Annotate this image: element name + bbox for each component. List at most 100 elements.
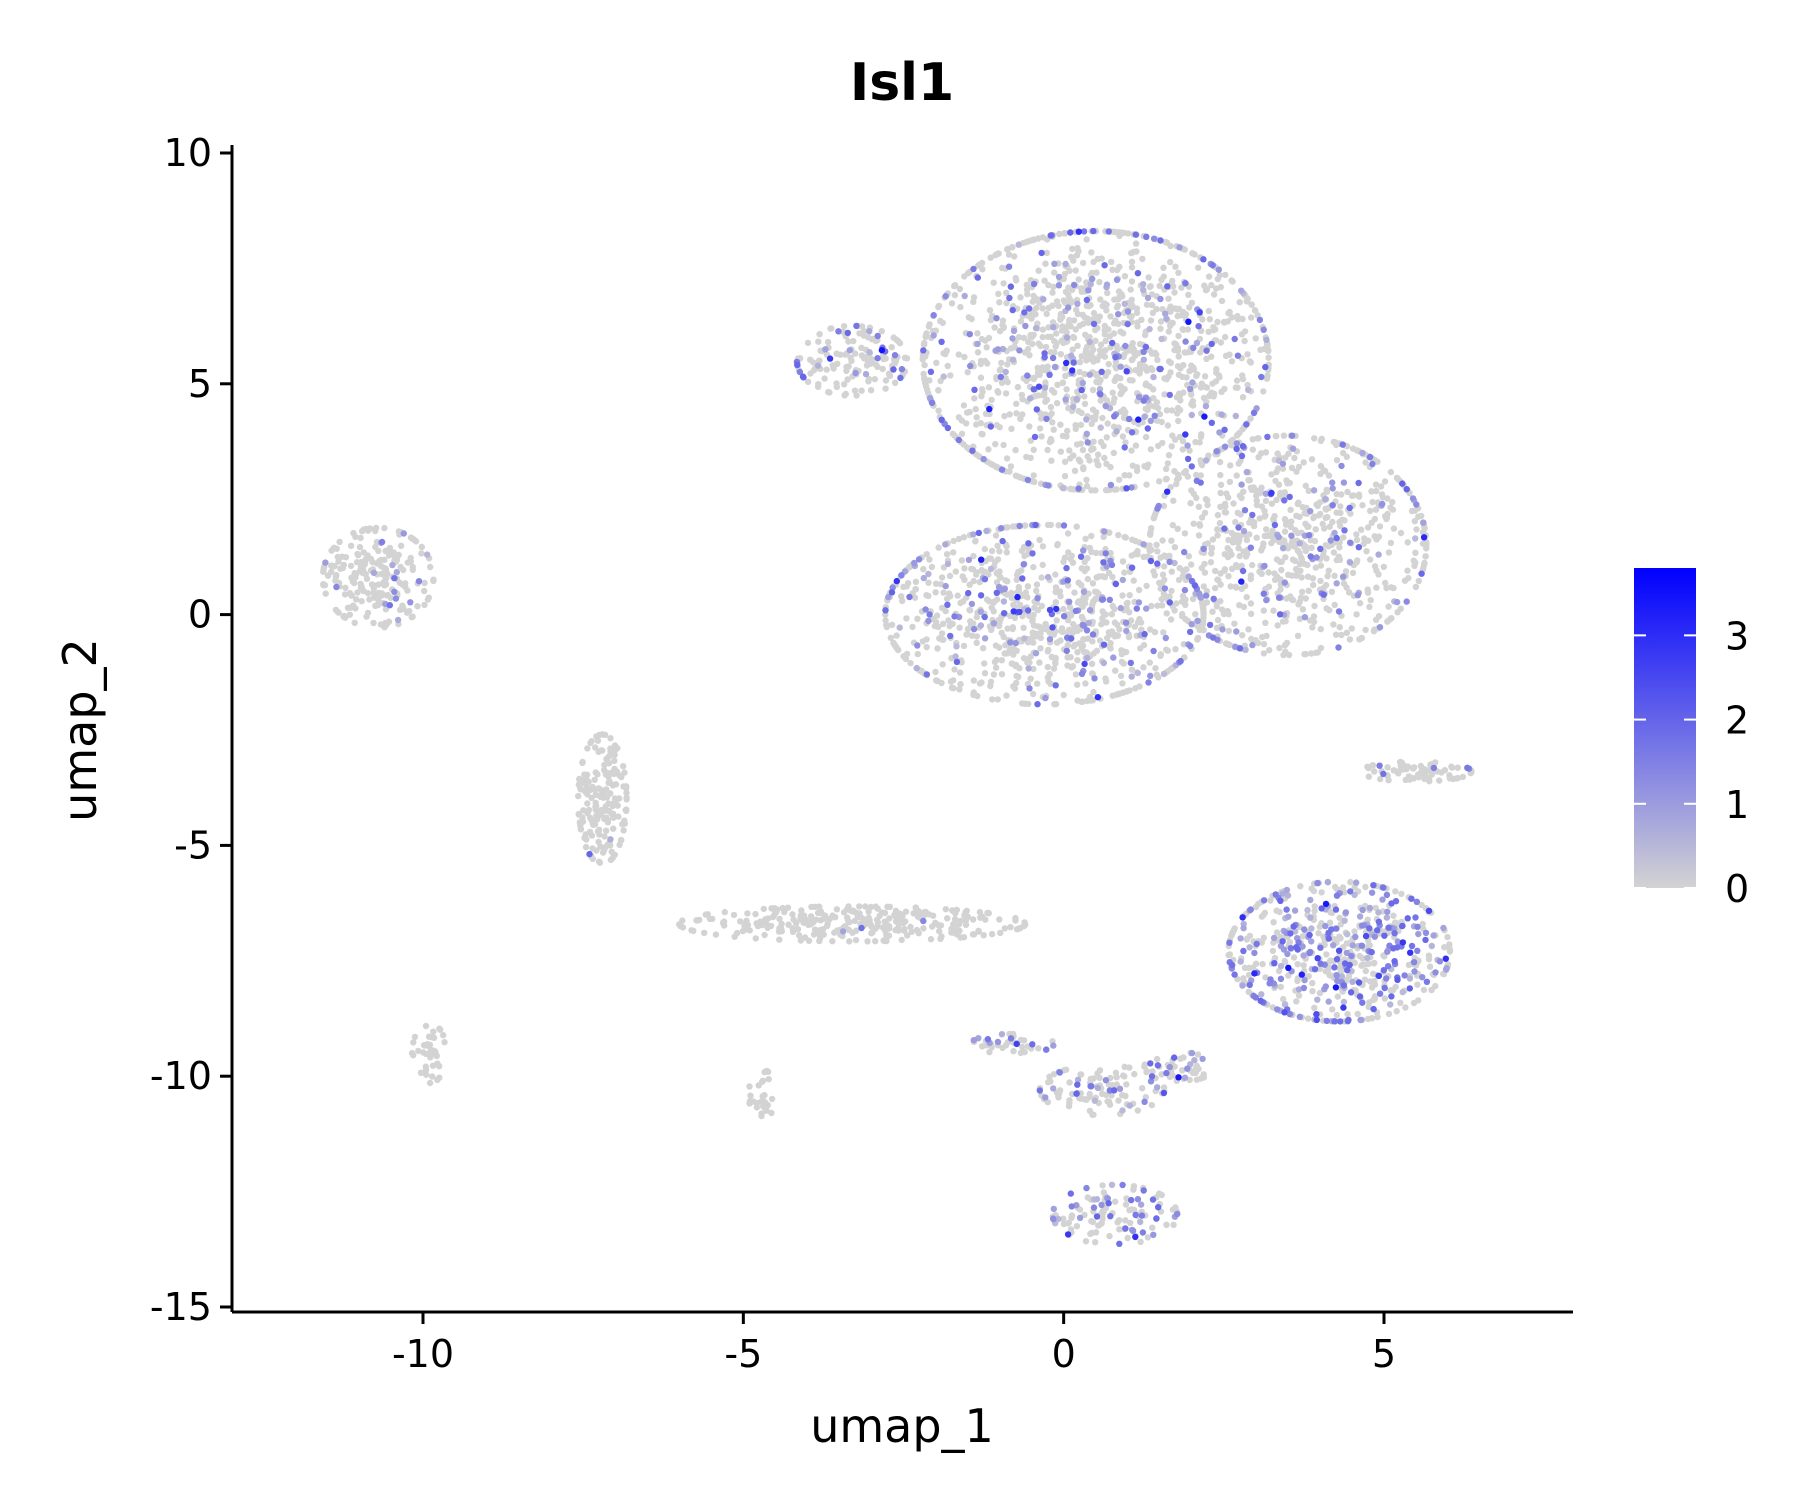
scatter-point — [1260, 326, 1267, 333]
scatter-point — [993, 569, 1000, 577]
scatter-point — [1356, 993, 1364, 1000]
scatter-point — [1272, 891, 1279, 898]
scatter-point — [961, 292, 968, 300]
scatter-point — [1217, 481, 1225, 488]
scatter-point — [1080, 228, 1088, 235]
scatter-point — [1079, 446, 1087, 454]
scatter-point — [1188, 411, 1196, 419]
scatter-point — [1093, 1196, 1101, 1203]
scatter-point — [1051, 260, 1058, 267]
scatter-point — [992, 440, 999, 448]
scatter-point — [1191, 582, 1199, 589]
scatter-point — [1238, 578, 1245, 585]
scatter-point — [1333, 892, 1341, 899]
scatter-point — [1036, 1087, 1044, 1094]
scatter-point — [1322, 900, 1330, 908]
scatter-point — [1372, 506, 1380, 513]
scatter-point — [882, 607, 889, 614]
scatter-point — [1034, 680, 1041, 687]
scatter-point — [834, 360, 841, 367]
scatter-point — [1171, 340, 1178, 347]
scatter-point — [1197, 349, 1204, 356]
scatter-point — [973, 633, 980, 640]
scatter-point — [1337, 503, 1344, 510]
scatter-point — [867, 387, 875, 394]
scatter-point — [322, 559, 329, 566]
scatter-point — [1084, 315, 1091, 322]
scatter-point — [1043, 415, 1050, 423]
scatter-point — [984, 1036, 992, 1043]
scatter-point — [1156, 282, 1163, 290]
scatter-point — [1282, 958, 1289, 966]
scatter-point — [1069, 286, 1076, 293]
scatter-point — [1213, 603, 1221, 610]
scatter-point — [1338, 491, 1345, 498]
scatter-point — [1109, 389, 1116, 396]
scatter-point — [993, 589, 1000, 596]
scatter-point — [980, 455, 987, 463]
scatter-point — [1010, 1048, 1017, 1055]
scatter-point — [1103, 434, 1111, 441]
scatter-point — [1186, 368, 1193, 375]
scatter-point — [1262, 497, 1270, 504]
scatter-point — [890, 366, 897, 373]
scatter-point — [1123, 600, 1131, 607]
scatter-point — [1162, 465, 1170, 473]
scatter-point — [1133, 309, 1141, 317]
scatter-point — [1102, 678, 1110, 685]
scatter-point — [1109, 266, 1116, 273]
scatter-point — [1055, 273, 1063, 281]
scatter-point — [1351, 891, 1358, 899]
scatter-point — [1201, 560, 1208, 568]
scatter-point — [1021, 349, 1029, 356]
scatter-point — [1393, 598, 1401, 606]
scatter-point — [1281, 642, 1289, 649]
scatter-point — [1419, 770, 1426, 777]
scatter-point — [800, 919, 807, 926]
scatter-point — [340, 613, 347, 620]
scatter-point — [1135, 599, 1143, 606]
scatter-point — [1441, 944, 1448, 951]
scatter-point — [1084, 654, 1091, 662]
scatter-point — [1116, 690, 1123, 697]
scatter-point — [1370, 882, 1377, 889]
scatter-point — [1189, 595, 1197, 603]
scatter-point — [1092, 337, 1099, 344]
scatter-point — [1128, 429, 1136, 436]
scatter-point — [1282, 454, 1289, 461]
scatter-point — [1052, 660, 1059, 667]
scatter-point — [1043, 249, 1051, 256]
scatter-point — [1268, 539, 1275, 547]
scatter-point — [1112, 1198, 1119, 1205]
scatter-point — [848, 357, 855, 365]
scatter-point — [991, 658, 999, 666]
scatter-point — [1342, 568, 1350, 575]
scatter-point — [925, 579, 932, 586]
scatter-point — [1314, 996, 1321, 1003]
scatter-point — [1295, 601, 1302, 608]
scatter-point — [1033, 581, 1041, 588]
scatter-point — [399, 602, 406, 609]
scatter-point — [1027, 395, 1034, 402]
scatter-point — [996, 424, 1003, 431]
scatter-point — [1311, 966, 1319, 973]
scatter-point — [1047, 1078, 1054, 1085]
scatter-point — [884, 903, 891, 910]
scatter-point — [1122, 619, 1130, 626]
scatter-point — [1159, 602, 1166, 609]
scatter-point — [1166, 599, 1174, 606]
scatter-point — [1150, 647, 1157, 655]
scatter-point — [897, 374, 904, 382]
scatter-point — [409, 566, 416, 573]
scatter-point — [1080, 547, 1087, 554]
scatter-point — [974, 349, 982, 356]
scatter-point — [1144, 425, 1152, 432]
scatter-point — [1162, 310, 1169, 317]
scatter-point — [1376, 523, 1384, 530]
scatter-point — [1044, 648, 1052, 655]
scatter-point — [1411, 507, 1419, 514]
scatter-point — [1148, 301, 1156, 309]
scatter-point — [1160, 1084, 1168, 1091]
scatter-point — [994, 346, 1002, 353]
